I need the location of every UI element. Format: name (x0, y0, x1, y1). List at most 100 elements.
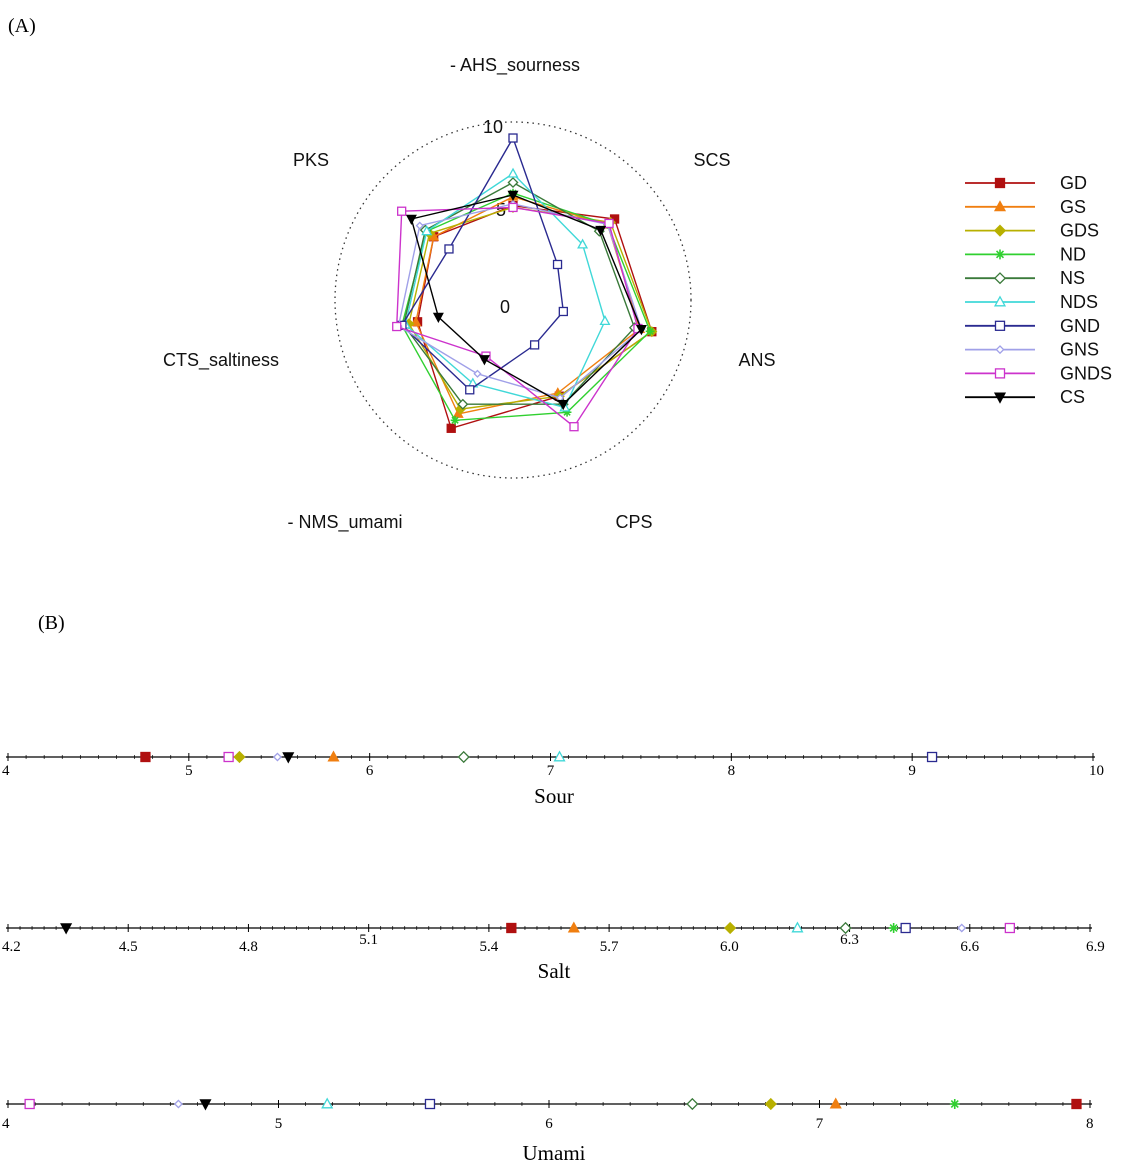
strip-point-gs (327, 750, 340, 762)
strip-point-gnds (24, 1098, 35, 1110)
strip-point-gns (173, 1099, 183, 1109)
radar-series-gnd (401, 136, 565, 391)
legend-marker-cs (993, 392, 1007, 404)
radar-point-cs (432, 312, 444, 324)
strip-salt: 4.2 4.5 4.8 5.1 5.4 5.7 6.0 6.3 6.6 6.9 Salt (2, 921, 1105, 983)
strip-point-gd (1071, 1098, 1082, 1110)
radar-point-gns (473, 369, 482, 378)
strip-point-gs (829, 1097, 842, 1109)
radar-point-gnd (558, 306, 568, 317)
radar-series-gnds (395, 206, 639, 428)
strip-point-nd (949, 1099, 960, 1109)
legend-label-gds: GDS (1060, 221, 1099, 241)
radar-axis-label: PKS (293, 150, 329, 170)
strip-point-ns (686, 1097, 699, 1111)
radar-point-gns (415, 221, 424, 230)
strip-point-cs (282, 752, 295, 764)
strip-point-nds (791, 921, 804, 933)
strip-tick-label: 6.6 (960, 939, 979, 955)
legend-label-gnds: GNDS (1060, 363, 1112, 383)
radar-series-nds (404, 172, 606, 409)
radar-point-cs (478, 355, 490, 366)
radar-axis-label: - AHS_sourness (450, 55, 580, 76)
strip-tick-label: 5 (185, 763, 193, 779)
radial-tick-label: 0 (500, 297, 510, 317)
radar-axis-label: ANS (738, 350, 775, 370)
radar-point-nds (421, 225, 433, 236)
strip-tick-label: 9 (908, 763, 916, 779)
strip-plots: 4 5 6 7 8 9 10 Sour 4.2 4.5 4.8 5.1 5.4 5.7 6.0 6.3 6.6 6… (2, 750, 1105, 1165)
radar-point-gnds (569, 422, 579, 432)
radar-point-gnd (508, 133, 518, 143)
strip-point-gds (724, 921, 737, 935)
strip-title-umami: Umami (523, 1141, 586, 1165)
strip-umami: 4 5 6 7 8 Umami (2, 1097, 1094, 1165)
strip-point-gnd (900, 922, 911, 934)
strip-tick-label: 6 (545, 1116, 553, 1132)
legend-marker-gnds (994, 368, 1006, 379)
legend-label-gnd: GND (1060, 316, 1100, 336)
strip-tick-label: 4.8 (239, 939, 258, 955)
legend-marker-gds (993, 224, 1007, 237)
radar-point-gnd (444, 244, 454, 254)
radar-axis-label: - NMS_umami (287, 512, 402, 533)
radar-point-gnds (508, 202, 518, 213)
radial-tick-label: 10 (483, 117, 503, 137)
radar-point-nd (645, 326, 655, 336)
strip-tick-label: 7 (547, 763, 555, 779)
strip-tick-label: 5.7 (600, 939, 619, 955)
strip-tick-label: 8 (728, 763, 736, 779)
strip-point-nd (888, 923, 899, 933)
radar-point-ns (507, 177, 519, 189)
strip-title-sour: Sour (534, 784, 574, 808)
radar-point-cs (507, 190, 519, 201)
radar-axis-label: CTS_saltiness (163, 350, 279, 371)
strip-sour: 4 5 6 7 8 9 10 Sour (2, 750, 1104, 808)
strip-point-ns (839, 921, 852, 935)
strip-point-ns (457, 750, 470, 764)
strip-point-gs (567, 921, 580, 933)
strip-tick-label: 7 (816, 1116, 824, 1132)
strip-tick-label: 10 (1089, 763, 1104, 779)
radar-point-cs (557, 399, 569, 411)
radar-point-gnds (397, 206, 407, 216)
legend-marker-nd (995, 249, 1005, 260)
legend-label-nds: NDS (1060, 292, 1098, 312)
strip-tick-label: 8 (1086, 1116, 1094, 1132)
strip-tick-label: 5.4 (480, 939, 499, 955)
radar-point-gnds (392, 321, 402, 332)
strip-point-gnds (223, 751, 234, 763)
legend-label-ns: NS (1060, 268, 1085, 288)
legend: GD GS GDS ND NS NDS GND GNS GNDS CS (965, 173, 1112, 407)
radar-series-ns (402, 181, 636, 405)
strip-point-gd (506, 922, 517, 934)
strip-point-gnd (424, 1098, 436, 1110)
strip-point-nds (321, 1097, 334, 1109)
strip-title-salt: Salt (538, 959, 571, 983)
strip-point-gd (140, 751, 151, 763)
legend-label-gns: GNS (1060, 340, 1099, 360)
strip-point-cs (199, 1099, 212, 1111)
legend-label-gd: GD (1060, 173, 1087, 193)
radar-point-nds (507, 167, 519, 178)
strip-point-nds (553, 750, 566, 762)
radar-point-cs (405, 214, 417, 225)
legend-marker-gnd (994, 320, 1006, 331)
strip-tick-label: 4 (2, 763, 10, 779)
panel-label-b: (B) (38, 612, 65, 634)
strip-point-gds (233, 750, 246, 764)
strip-tick-label: 6 (366, 763, 374, 779)
radar-point-cs (635, 325, 647, 336)
radar-point-cs (595, 225, 607, 237)
strip-tick-label: 6.0 (720, 939, 739, 955)
radar-point-gnd (465, 385, 475, 395)
strip-tick-label: 6.9 (1086, 939, 1105, 955)
radar-point-ns (457, 398, 469, 410)
legend-marker-ns (993, 272, 1007, 285)
strip-tick-label: 4.5 (119, 939, 138, 955)
strip-point-gds (764, 1097, 777, 1111)
radar-series-gds (408, 206, 653, 410)
radar-point-nds (599, 315, 611, 326)
